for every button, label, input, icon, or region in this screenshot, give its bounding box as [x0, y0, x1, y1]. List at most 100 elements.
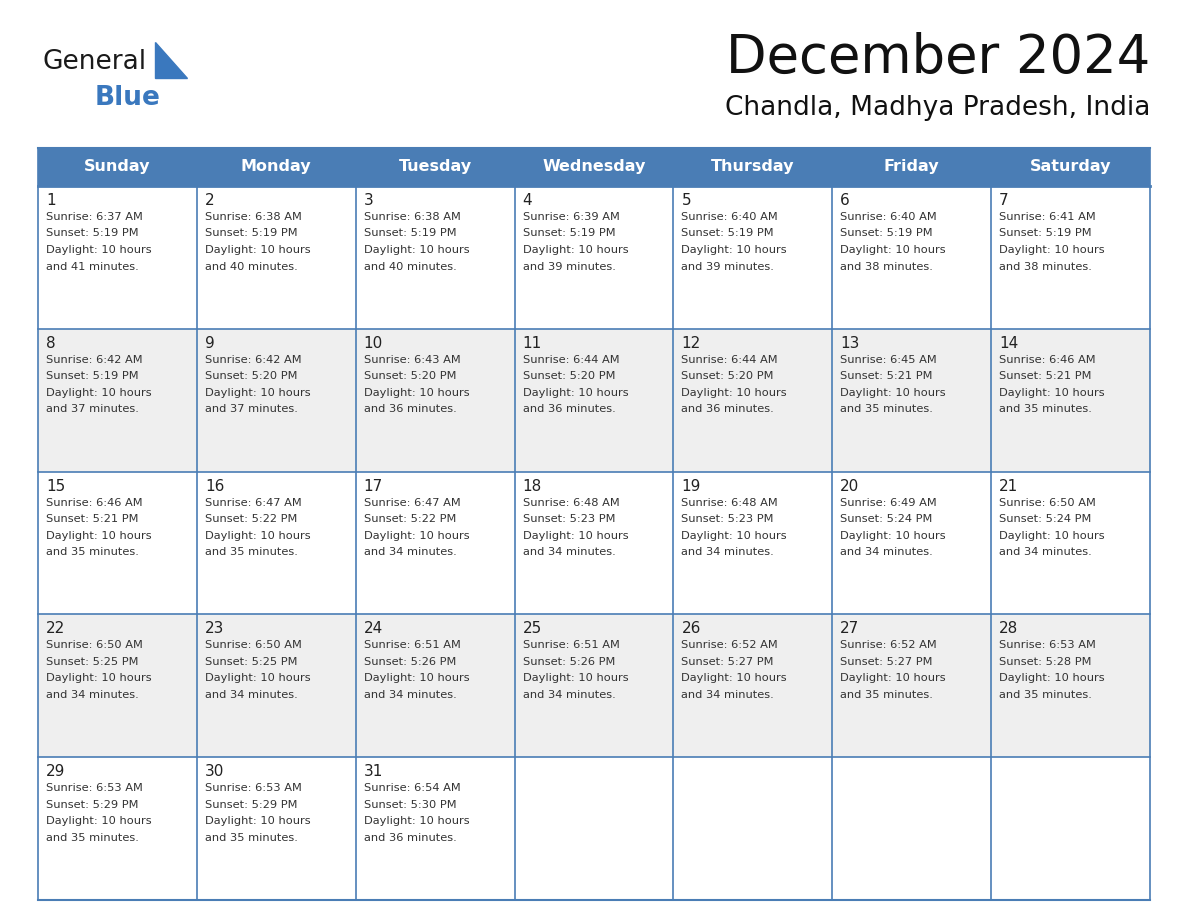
Text: Sunset: 5:19 PM: Sunset: 5:19 PM — [523, 229, 615, 239]
Text: 7: 7 — [999, 193, 1009, 208]
Text: Sunset: 5:23 PM: Sunset: 5:23 PM — [682, 514, 773, 524]
Text: Sunset: 5:19 PM: Sunset: 5:19 PM — [204, 229, 297, 239]
Text: Sunset: 5:20 PM: Sunset: 5:20 PM — [204, 371, 297, 381]
Text: 10: 10 — [364, 336, 383, 351]
Text: Sunrise: 6:39 AM: Sunrise: 6:39 AM — [523, 212, 619, 222]
Text: Monday: Monday — [241, 160, 311, 174]
Text: Sunset: 5:20 PM: Sunset: 5:20 PM — [364, 371, 456, 381]
Text: and 34 minutes.: and 34 minutes. — [682, 690, 775, 700]
Text: and 34 minutes.: and 34 minutes. — [682, 547, 775, 557]
Text: Daylight: 10 hours: Daylight: 10 hours — [523, 245, 628, 255]
Text: Sunrise: 6:47 AM: Sunrise: 6:47 AM — [364, 498, 461, 508]
Text: Sunset: 5:24 PM: Sunset: 5:24 PM — [999, 514, 1092, 524]
Text: Sunrise: 6:45 AM: Sunrise: 6:45 AM — [840, 354, 937, 364]
Text: and 36 minutes.: and 36 minutes. — [364, 833, 456, 843]
Text: Daylight: 10 hours: Daylight: 10 hours — [999, 674, 1105, 683]
Text: Daylight: 10 hours: Daylight: 10 hours — [523, 531, 628, 541]
Text: 11: 11 — [523, 336, 542, 351]
Text: Sunrise: 6:38 AM: Sunrise: 6:38 AM — [364, 212, 461, 222]
Text: December 2024: December 2024 — [726, 32, 1150, 84]
Text: and 37 minutes.: and 37 minutes. — [204, 404, 298, 414]
Text: Daylight: 10 hours: Daylight: 10 hours — [364, 531, 469, 541]
Text: Daylight: 10 hours: Daylight: 10 hours — [46, 245, 152, 255]
Text: Sunset: 5:30 PM: Sunset: 5:30 PM — [364, 800, 456, 810]
Text: Daylight: 10 hours: Daylight: 10 hours — [999, 531, 1105, 541]
Text: Sunrise: 6:46 AM: Sunrise: 6:46 AM — [999, 354, 1095, 364]
Text: Daylight: 10 hours: Daylight: 10 hours — [364, 245, 469, 255]
Text: 15: 15 — [46, 478, 65, 494]
Text: Sunrise: 6:40 AM: Sunrise: 6:40 AM — [840, 212, 937, 222]
Text: Daylight: 10 hours: Daylight: 10 hours — [46, 816, 152, 826]
Text: Sunset: 5:25 PM: Sunset: 5:25 PM — [46, 657, 139, 666]
Text: and 34 minutes.: and 34 minutes. — [999, 547, 1092, 557]
Text: Sunrise: 6:51 AM: Sunrise: 6:51 AM — [364, 641, 461, 650]
Text: 16: 16 — [204, 478, 225, 494]
Text: and 35 minutes.: and 35 minutes. — [840, 690, 933, 700]
Text: and 35 minutes.: and 35 minutes. — [46, 833, 139, 843]
Text: Sunday: Sunday — [84, 160, 151, 174]
Text: Sunrise: 6:53 AM: Sunrise: 6:53 AM — [999, 641, 1097, 650]
Text: Sunset: 5:25 PM: Sunset: 5:25 PM — [204, 657, 297, 666]
Text: Daylight: 10 hours: Daylight: 10 hours — [682, 245, 788, 255]
Text: Daylight: 10 hours: Daylight: 10 hours — [840, 387, 946, 397]
Text: and 35 minutes.: and 35 minutes. — [204, 833, 298, 843]
Bar — [38, 757, 1150, 900]
Text: Sunrise: 6:47 AM: Sunrise: 6:47 AM — [204, 498, 302, 508]
Text: Sunrise: 6:50 AM: Sunrise: 6:50 AM — [46, 641, 143, 650]
Text: Sunset: 5:19 PM: Sunset: 5:19 PM — [999, 229, 1092, 239]
Text: Daylight: 10 hours: Daylight: 10 hours — [999, 245, 1105, 255]
Text: 24: 24 — [364, 621, 383, 636]
Text: Daylight: 10 hours: Daylight: 10 hours — [204, 674, 310, 683]
Text: Daylight: 10 hours: Daylight: 10 hours — [204, 531, 310, 541]
Text: Friday: Friday — [884, 160, 940, 174]
Text: and 34 minutes.: and 34 minutes. — [204, 690, 298, 700]
Text: Tuesday: Tuesday — [399, 160, 472, 174]
Text: Sunrise: 6:53 AM: Sunrise: 6:53 AM — [204, 783, 302, 793]
Text: Daylight: 10 hours: Daylight: 10 hours — [840, 674, 946, 683]
Text: and 38 minutes.: and 38 minutes. — [999, 262, 1092, 272]
Text: 3: 3 — [364, 193, 373, 208]
Text: General: General — [43, 49, 147, 75]
Text: and 34 minutes.: and 34 minutes. — [840, 547, 933, 557]
Polygon shape — [154, 42, 187, 78]
Text: 2: 2 — [204, 193, 215, 208]
Text: 9: 9 — [204, 336, 215, 351]
Text: Sunset: 5:21 PM: Sunset: 5:21 PM — [999, 371, 1092, 381]
Text: Daylight: 10 hours: Daylight: 10 hours — [840, 531, 946, 541]
Bar — [38, 472, 1150, 614]
Text: Sunrise: 6:42 AM: Sunrise: 6:42 AM — [46, 354, 143, 364]
Text: Daylight: 10 hours: Daylight: 10 hours — [840, 245, 946, 255]
Text: Chandla, Madhya Pradesh, India: Chandla, Madhya Pradesh, India — [725, 95, 1150, 121]
Text: Sunset: 5:29 PM: Sunset: 5:29 PM — [46, 800, 139, 810]
Text: 19: 19 — [682, 478, 701, 494]
Text: 14: 14 — [999, 336, 1018, 351]
Text: Daylight: 10 hours: Daylight: 10 hours — [46, 531, 152, 541]
Text: Sunset: 5:27 PM: Sunset: 5:27 PM — [840, 657, 933, 666]
Text: Sunrise: 6:53 AM: Sunrise: 6:53 AM — [46, 783, 143, 793]
Text: Sunset: 5:19 PM: Sunset: 5:19 PM — [682, 229, 775, 239]
Text: Sunrise: 6:54 AM: Sunrise: 6:54 AM — [364, 783, 461, 793]
Text: Sunrise: 6:40 AM: Sunrise: 6:40 AM — [682, 212, 778, 222]
Text: and 36 minutes.: and 36 minutes. — [682, 404, 775, 414]
Text: 17: 17 — [364, 478, 383, 494]
Text: and 38 minutes.: and 38 minutes. — [840, 262, 933, 272]
Text: Thursday: Thursday — [712, 160, 795, 174]
Text: 6: 6 — [840, 193, 851, 208]
Text: 1: 1 — [46, 193, 56, 208]
Text: Daylight: 10 hours: Daylight: 10 hours — [204, 245, 310, 255]
Text: and 35 minutes.: and 35 minutes. — [840, 404, 933, 414]
Text: Blue: Blue — [95, 85, 160, 111]
Text: 21: 21 — [999, 478, 1018, 494]
Text: and 37 minutes.: and 37 minutes. — [46, 404, 139, 414]
Text: Sunrise: 6:43 AM: Sunrise: 6:43 AM — [364, 354, 461, 364]
Text: Sunset: 5:19 PM: Sunset: 5:19 PM — [840, 229, 933, 239]
Text: Daylight: 10 hours: Daylight: 10 hours — [523, 387, 628, 397]
Bar — [38, 148, 1150, 186]
Text: Sunset: 5:22 PM: Sunset: 5:22 PM — [204, 514, 297, 524]
Bar — [38, 614, 1150, 757]
Text: and 39 minutes.: and 39 minutes. — [523, 262, 615, 272]
Text: Sunrise: 6:44 AM: Sunrise: 6:44 AM — [682, 354, 778, 364]
Text: and 36 minutes.: and 36 minutes. — [523, 404, 615, 414]
Text: Sunrise: 6:50 AM: Sunrise: 6:50 AM — [999, 498, 1097, 508]
Text: and 34 minutes.: and 34 minutes. — [523, 547, 615, 557]
